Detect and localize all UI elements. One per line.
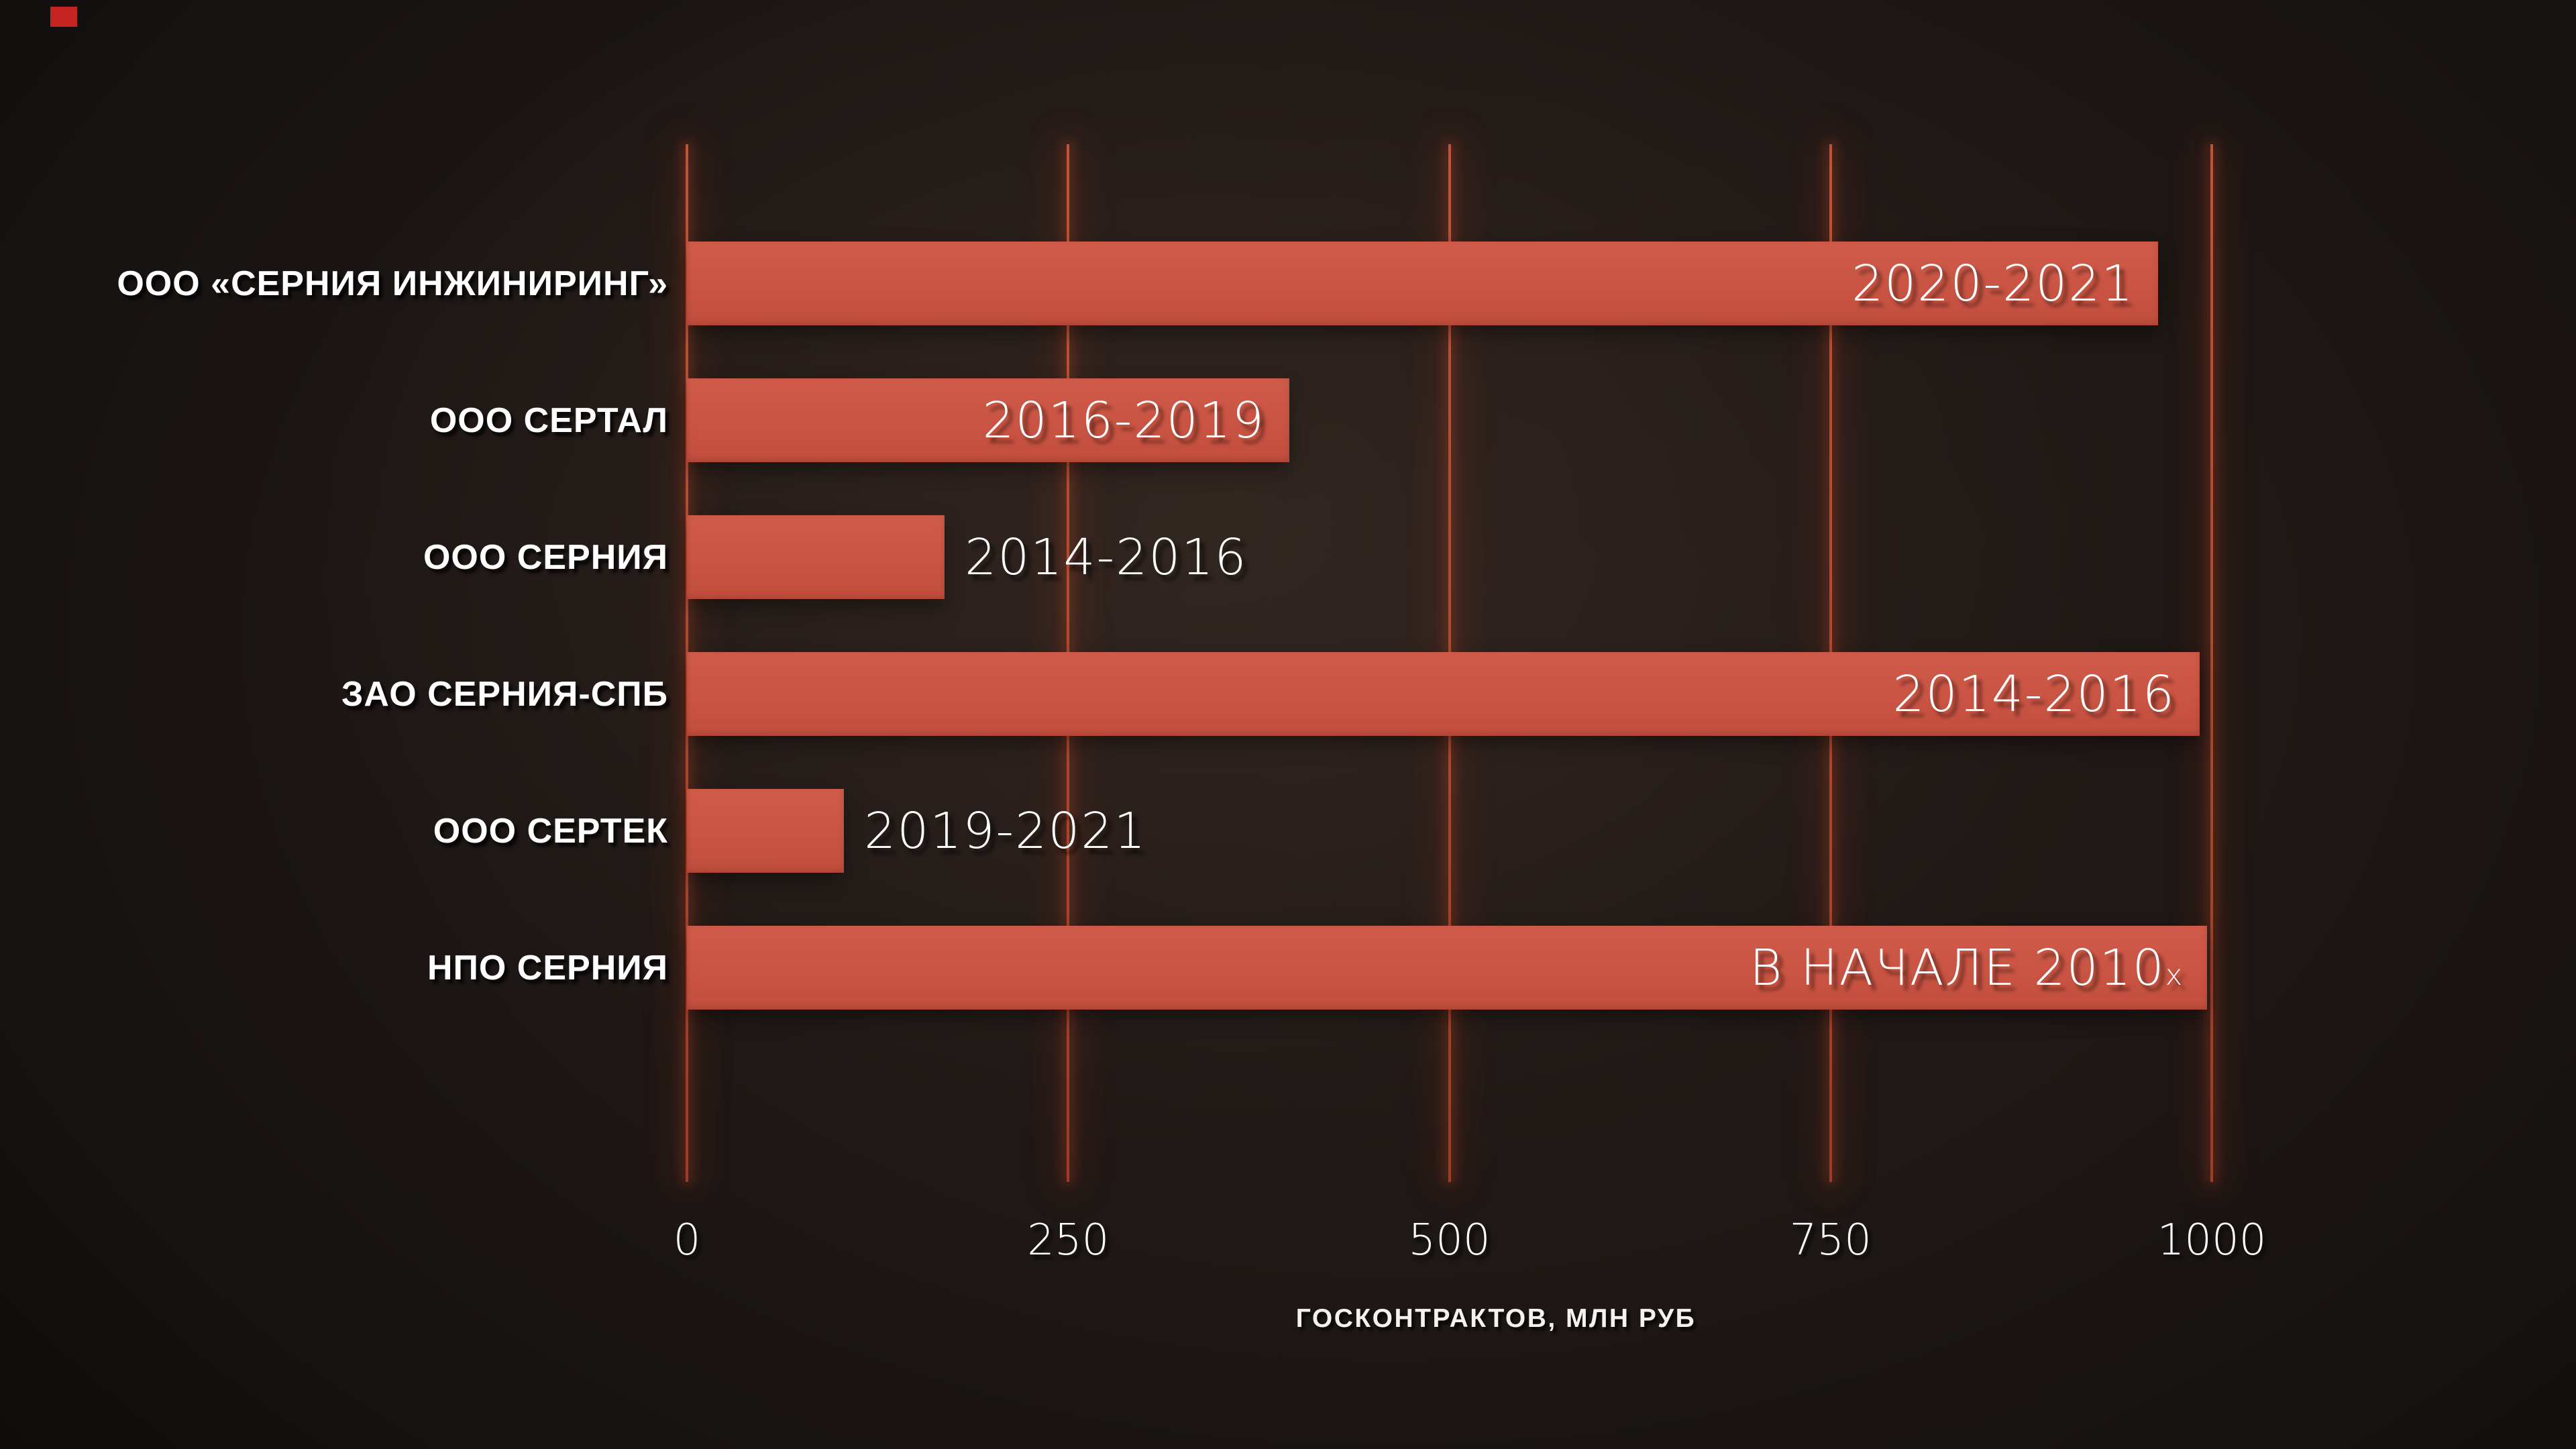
chart-row: ООО СЕРТЕК 2019-2021 xyxy=(0,789,2576,873)
bar: 2020-2021 xyxy=(687,241,2159,325)
category-label: ООО СЕРТАЛ xyxy=(429,400,668,440)
bar: 2016-2019 xyxy=(687,378,1289,462)
bar: В НАЧАЛЕ 2010х xyxy=(687,926,2208,1010)
x-tick-label: 0 xyxy=(673,1216,701,1265)
bar-value-label: 2014-2016 xyxy=(1892,665,2176,723)
category-label: ООО СЕРТЕК xyxy=(433,811,668,851)
x-tick-label: 1000 xyxy=(2157,1216,2267,1265)
chart-row: ООО СЕРНИЯ 2014-2016 xyxy=(0,515,2576,599)
bar-value-label: В НАЧАЛЕ 2010х xyxy=(1749,938,2184,997)
category-label: НПО СЕРНИЯ xyxy=(427,948,668,987)
bar-value-label: 2020-2021 xyxy=(1851,254,2135,313)
category-label: ЗАО СЕРНИЯ-СПБ xyxy=(341,674,668,714)
corner-marker xyxy=(50,7,77,27)
bar: 2019-2021 xyxy=(687,789,1145,873)
x-tick-label: 750 xyxy=(1789,1216,1872,1265)
x-tick-label: 500 xyxy=(1408,1216,1491,1265)
category-label: ООО «СЕРНИЯ ИНЖИНИРИНГ» xyxy=(117,264,668,303)
chart-row: НПО СЕРНИЯ В НАЧАЛЕ 2010х xyxy=(0,926,2576,1010)
bar-value-label: 2016-2019 xyxy=(982,391,1265,449)
chart-row: ООО «СЕРНИЯ ИНЖИНИРИНГ» 2020-2021 xyxy=(0,241,2576,325)
bar: 2014-2016 xyxy=(687,652,2200,736)
gridline-1000 xyxy=(2210,144,2213,1182)
category-label: ООО СЕРНИЯ xyxy=(423,537,668,577)
chart-row: ЗАО СЕРНИЯ-СПБ 2014-2016 xyxy=(0,652,2576,736)
bar-value-label: 2014-2016 xyxy=(965,528,1248,586)
x-tick-label: 250 xyxy=(1027,1216,1110,1265)
bar: 2014-2016 xyxy=(687,515,1246,599)
chart-row: ООО СЕРТАЛ 2016-2019 xyxy=(0,378,2576,462)
bar-value-label: 2019-2021 xyxy=(864,802,1147,860)
x-axis-title: ГОСКОНТРАКТОВ, МЛН РУБ xyxy=(1295,1304,1697,1333)
